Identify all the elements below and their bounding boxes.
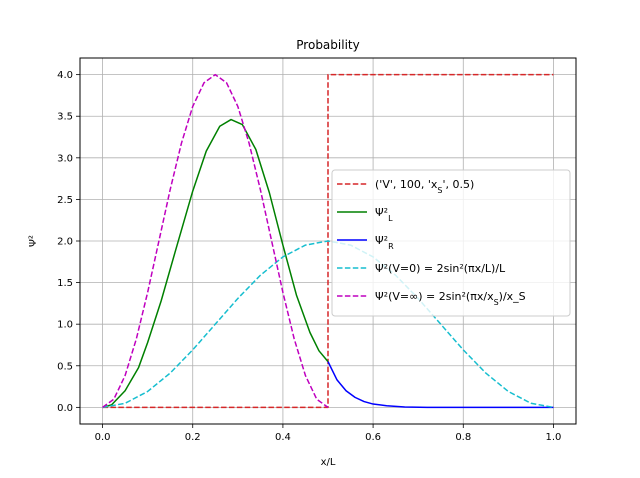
x-tick-label: 0.6 [365, 432, 381, 443]
y-tick-label: 1.5 [57, 278, 73, 289]
x-tick-label: 0.0 [95, 432, 111, 443]
series-line-5 [102, 73, 329, 408]
series-line-3 [327, 361, 554, 409]
legend-label-3: Ψ²R [375, 234, 394, 251]
legend-label-5: Ψ²(V=∞) = 2sin²(πx/xS)/x_S [375, 290, 526, 307]
legend: ('V', 100, 'xS', 0.5) Ψ²L Ψ²R Ψ²(V=0) = 2si… [331, 169, 571, 317]
y-tick-label: 0.0 [57, 403, 73, 414]
series-line-2 [102, 118, 329, 409]
legend-label-2: Ψ²L [375, 206, 393, 223]
x-tick-label: 0.8 [455, 432, 471, 443]
y-tick-label: 2.5 [57, 195, 73, 206]
series-layer [102, 73, 554, 409]
x-tick-label: 0.4 [275, 432, 291, 443]
ticks: 0.0 0.2 0.4 0.6 0.8 1.0 0.0 0.5 1.0 1.5 2.0 2.5 3.0 3… [57, 70, 561, 443]
x-axis-title: x/L [321, 457, 336, 468]
y-tick-label: 4.0 [57, 70, 73, 81]
y-tick-label: 3.0 [57, 153, 73, 164]
y-axis-title: Ψ² [28, 235, 39, 247]
chart-title: Probability [296, 38, 359, 52]
legend-box [331, 169, 571, 317]
x-tick-label: 0.2 [185, 432, 201, 443]
y-tick-label: 0.5 [57, 361, 73, 372]
legend-label-4: Ψ²(V=0) = 2sin²(πx/L)/L [375, 262, 506, 275]
series-line-4 [102, 240, 554, 409]
y-tick-label: 2.0 [57, 237, 73, 248]
y-tick-label: 1.0 [57, 320, 73, 331]
legend-label-1: ('V', 100, 'xS', 0.5) [375, 178, 474, 195]
x-tick-label: 1.0 [546, 432, 562, 443]
y-tick-label: 3.5 [57, 112, 73, 123]
